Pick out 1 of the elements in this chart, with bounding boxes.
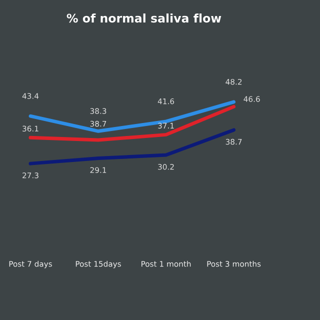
chart-title: % of normal saliva flow — [66, 13, 222, 23]
